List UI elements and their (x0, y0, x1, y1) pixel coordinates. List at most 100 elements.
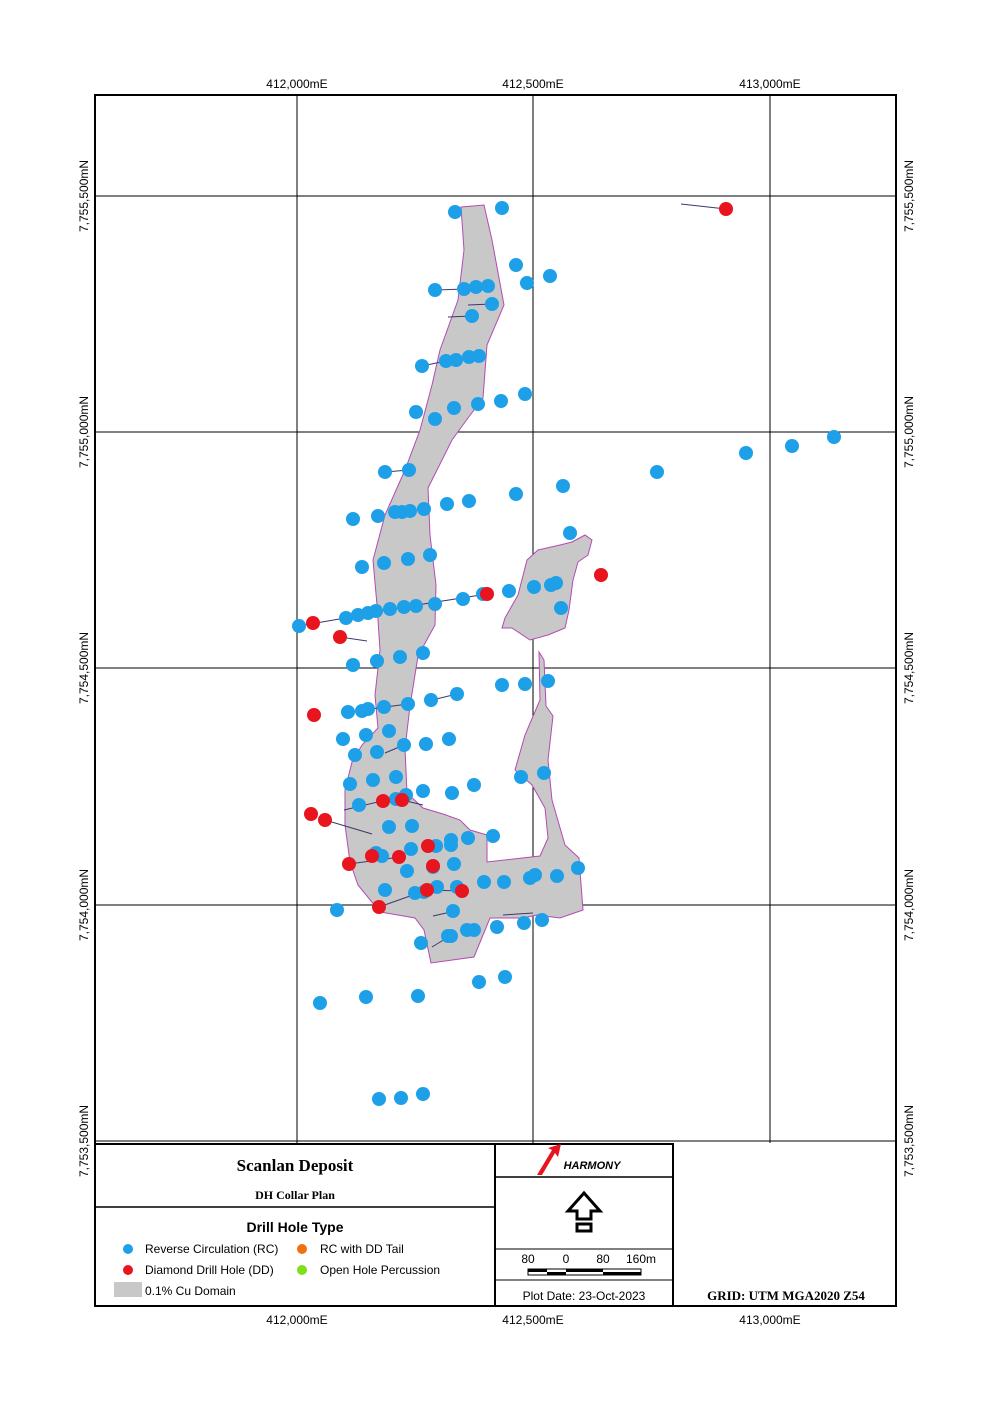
easting-label-top: 413,000mE (739, 77, 800, 91)
rc-collar (477, 875, 491, 889)
rc-collar (428, 283, 442, 297)
rc-collar (355, 704, 369, 718)
rc-collar (442, 732, 456, 746)
northing-label-right: 7,754,000mN (902, 869, 916, 941)
rc-collar (370, 745, 384, 759)
rc-collar (739, 446, 753, 460)
dd-collar (342, 857, 356, 871)
rc-collar (416, 646, 430, 660)
dd-collar (594, 568, 608, 582)
rc-collar (440, 497, 454, 511)
rc-collar (485, 297, 499, 311)
scale-label: 0 (563, 1252, 570, 1266)
rc-collar (401, 697, 415, 711)
rc-collar (527, 580, 541, 594)
rc-collar (415, 359, 429, 373)
rc-collar (457, 282, 471, 296)
rc-collar (563, 526, 577, 540)
rc-collar (550, 869, 564, 883)
rc-collar (401, 552, 415, 566)
rc-collar (462, 494, 476, 508)
plot-date: Plot Date: 23-Oct-2023 (523, 1289, 646, 1303)
dd-collar (365, 849, 379, 863)
easting-label-bottom: 413,000mE (739, 1313, 800, 1327)
rc-collar (444, 838, 458, 852)
dd-collar-layer (304, 202, 733, 914)
title-block: Scanlan Deposit DH Collar Plan Drill Hol… (94, 1143, 674, 1307)
legend-label-rc-dd-tail: RC with DD Tail (320, 1242, 404, 1256)
north-arrow-icon (564, 1190, 604, 1233)
rc-collar (495, 201, 509, 215)
rc-collar (389, 770, 403, 784)
drill-trace (680, 203, 727, 210)
rc-collar (541, 674, 555, 688)
rc-collar (416, 1087, 430, 1101)
rc-collar (375, 849, 389, 863)
rc-collar (378, 883, 392, 897)
rc-collar (537, 766, 551, 780)
northing-label-left: 7,755,500mN (77, 160, 91, 232)
rc-collar (394, 1091, 408, 1105)
rc-collar (417, 502, 431, 516)
rc-collar (456, 592, 470, 606)
rc-collar (650, 465, 664, 479)
rc-collar (509, 487, 523, 501)
rc-collar (523, 871, 537, 885)
rc-collar (497, 875, 511, 889)
legend-label-cu-domain: 0.1% Cu Domain (145, 1284, 236, 1298)
dd-collar (318, 813, 332, 827)
scale-bar: 80 0 80 160m (521, 1252, 656, 1276)
rc-collar (514, 770, 528, 784)
dd-collar (376, 794, 390, 808)
rc-collar (359, 990, 373, 1004)
rc-collar (535, 913, 549, 927)
rc-collar (397, 600, 411, 614)
logo-text: HARMONY (564, 1160, 622, 1172)
rc-collar (469, 280, 483, 294)
legend-label-open-hole: Open Hole Percussion (320, 1263, 440, 1277)
rc-collar (472, 975, 486, 989)
rc-collar (372, 1092, 386, 1106)
rc-collar (330, 903, 344, 917)
rc-collar (409, 405, 423, 419)
rc-collar (448, 205, 462, 219)
dd-collar (426, 859, 440, 873)
rc-collar (408, 886, 422, 900)
rc-collar (518, 387, 532, 401)
rc-collar (382, 820, 396, 834)
rc-collar (397, 738, 411, 752)
rc-collar (409, 599, 423, 613)
rc-collar (341, 705, 355, 719)
rc-collar (449, 353, 463, 367)
rc-collar (428, 597, 442, 611)
dd-collar (392, 850, 406, 864)
rc-collar (371, 509, 385, 523)
rc-collar (388, 505, 402, 519)
rc-collar (446, 904, 460, 918)
easting-label-bottom: 412,500mE (502, 1313, 563, 1327)
rc-collar (351, 608, 365, 622)
rc-collar (382, 724, 396, 738)
northing-label-left: 7,754,000mN (77, 869, 91, 941)
rc-collar (467, 778, 481, 792)
legend-heading: Drill Hole Type (247, 1219, 344, 1235)
rc-collar (481, 279, 495, 293)
easting-label-bottom: 412,000mE (266, 1313, 327, 1327)
rc-collar (571, 861, 585, 875)
rc-collar (544, 578, 558, 592)
rc-collar (359, 728, 373, 742)
dd-collar (307, 708, 321, 722)
legend-label-rc: Reverse Circulation (RC) (145, 1242, 278, 1256)
rc-collar (348, 748, 362, 762)
northing-label-right: 7,754,500mN (902, 632, 916, 704)
rc-collar (366, 773, 380, 787)
rc-collar (490, 920, 504, 934)
rc-collar (517, 916, 531, 930)
rc-collar (827, 430, 841, 444)
rc-collar-layer (292, 201, 841, 1106)
legend-symbol-cu-domain (114, 1282, 142, 1297)
logo-mark-icon (537, 1144, 561, 1175)
rc-collar (383, 602, 397, 616)
rc-collar (313, 996, 327, 1010)
